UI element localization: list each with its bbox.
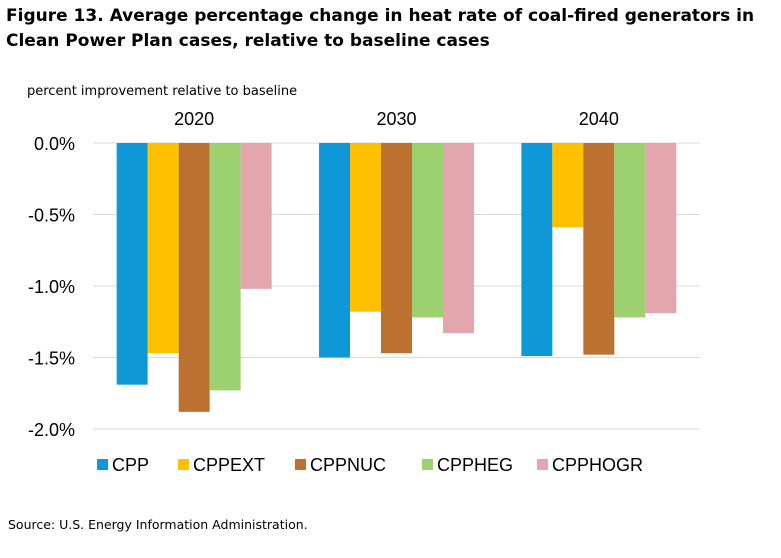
bar-chart: 0.0% -0.5% -1.0% -1.5% -2.0% 2020 2030 2040 CP… (27, 84, 700, 475)
bar-cpp-2040 (521, 143, 553, 357)
legend-label: CPPEXT (193, 455, 265, 475)
bar-cppnuc-2020 (178, 143, 210, 412)
y-axis-label: percent improvement relative to baseline (27, 84, 297, 99)
bar-cppext-2020 (147, 143, 179, 354)
y-axis-tick-labels: 0.0% -0.5% -1.0% -1.5% -2.0% (28, 134, 75, 440)
source-note: Source: U.S. Energy Information Administ… (8, 517, 308, 532)
category-label: 2030 (376, 109, 416, 129)
bar-cppheg-2040 (614, 143, 646, 318)
category-label: 2020 (174, 109, 214, 129)
legend-swatch (295, 459, 306, 470)
chart-title: Figure 13. Average percentage change in … (6, 6, 755, 51)
bar-cpp-2020 (116, 143, 148, 385)
category-labels: 2020 2030 2040 (174, 109, 619, 129)
y-tick-label: -1.0% (28, 277, 75, 297)
legend-item: CPP (97, 455, 149, 475)
bars (116, 143, 677, 412)
bar-cpphogr-2040 (645, 143, 677, 314)
bar-cpphogr-2030 (443, 143, 474, 334)
legend-label: CPPHEG (437, 455, 513, 475)
legend-item: CPPHOGR (537, 455, 643, 475)
legend: CPP CPPEXT CPPNUC CPPHEG CPPHOGR (97, 455, 643, 475)
category-label: 2040 (579, 109, 619, 129)
legend-item: CPPNUC (295, 455, 386, 475)
y-tick-label: -1.5% (28, 349, 75, 369)
legend-label: CPPNUC (310, 455, 386, 475)
y-tick-label: -2.0% (28, 420, 75, 440)
bar-cpphogr-2020 (240, 143, 272, 289)
y-tick-label: -0.5% (28, 206, 75, 226)
bar-cppnuc-2030 (381, 143, 412, 354)
y-tick-label: 0.0% (34, 134, 75, 154)
legend-swatch (537, 459, 548, 470)
legend-swatch (178, 459, 189, 470)
bar-cppext-2030 (350, 143, 381, 312)
legend-label: CPP (112, 455, 149, 475)
legend-item: CPPHEG (422, 455, 513, 475)
bar-cppext-2040 (552, 143, 584, 228)
legend-item: CPPEXT (178, 455, 265, 475)
legend-swatch (422, 459, 433, 470)
bar-cppnuc-2040 (583, 143, 615, 355)
bar-cpp-2030 (319, 143, 350, 358)
bar-cppheg-2020 (209, 143, 241, 391)
legend-swatch (97, 459, 108, 470)
legend-label: CPPHOGR (552, 455, 643, 475)
bar-cppheg-2030 (412, 143, 443, 318)
